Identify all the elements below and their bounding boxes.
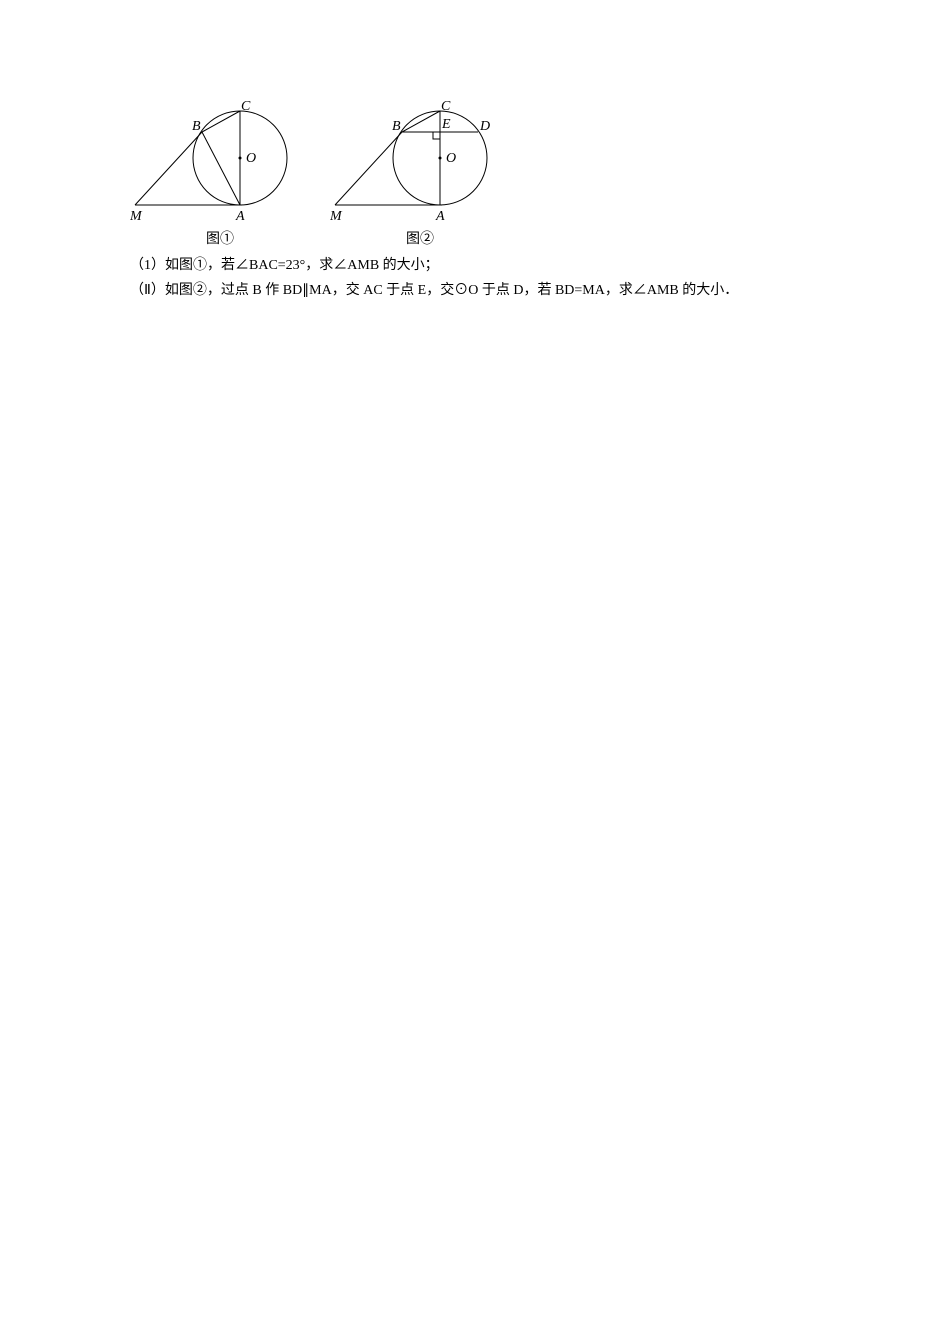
diagram-2-wrapper: C B E D O A M 图② xyxy=(330,100,510,248)
diagram-2-svg: C B E D O A M xyxy=(330,100,510,230)
question-part-1: （1）如图①，若∠BAC=23°，求∠AMB 的大小； xyxy=(130,253,830,278)
question-part-2: （Ⅱ）如图②，过点 B 作 BD∥MA，交 AC 于点 E，交⊙O 于点 D，若… xyxy=(130,278,830,303)
line-ba-1 xyxy=(202,132,240,205)
diagrams-container: C B O A M 图① C B xyxy=(130,100,830,248)
diagram-1-svg: C B O A M xyxy=(130,100,310,230)
diagram-2-label: 图② xyxy=(406,228,434,248)
label-b-2: B xyxy=(392,119,401,134)
line-mb-2 xyxy=(335,132,402,205)
line-bc-1 xyxy=(202,111,240,132)
center-dot-1 xyxy=(239,157,242,160)
line-mb-1 xyxy=(135,132,202,205)
diagram-1-label: 图① xyxy=(206,228,234,248)
diagram-1-wrapper: C B O A M 图① xyxy=(130,100,310,248)
label-o-1: O xyxy=(246,151,256,166)
label-d-2: D xyxy=(479,119,490,134)
line-bc-2 xyxy=(402,111,440,132)
label-c-2: C xyxy=(441,100,451,114)
label-c-1: C xyxy=(241,100,251,114)
label-a-2: A xyxy=(435,209,445,224)
label-b-1: B xyxy=(192,119,201,134)
label-a-1: A xyxy=(235,209,245,224)
label-m-2: M xyxy=(330,209,343,224)
label-e-2: E xyxy=(441,117,451,132)
label-o-2: O xyxy=(446,151,456,166)
center-dot-2 xyxy=(439,157,442,160)
label-m-1: M xyxy=(130,209,143,224)
right-angle-marker xyxy=(433,132,440,139)
